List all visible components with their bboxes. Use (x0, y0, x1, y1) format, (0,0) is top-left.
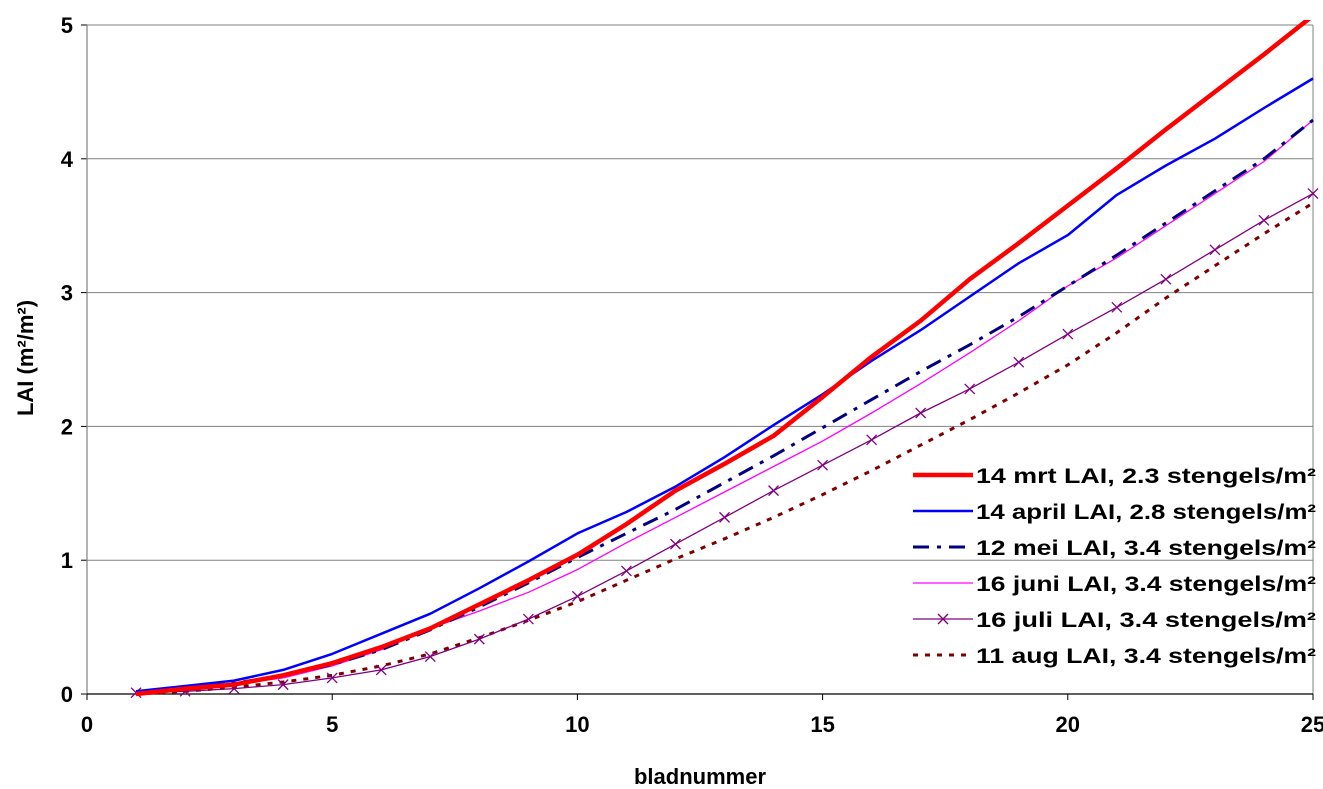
y-tick-label-5: 5 (61, 13, 73, 38)
series-4-point-20 (1111, 301, 1123, 313)
x-tick-label-1: 5 (326, 712, 338, 737)
x-tick-label-0: 0 (81, 712, 93, 737)
series-4-point-24 (1307, 188, 1319, 200)
legend-item-4: 16 juli LAI, 3.4 stengels/m² (913, 609, 1316, 632)
legend: 14 mrt LAI, 2.3 stengels/m² 14 april LAI,… (913, 465, 1316, 668)
series-4-point-4 (326, 672, 338, 684)
y-axis-ticks: 0 1 2 3 4 5 (61, 13, 87, 707)
series-4-point-18 (1013, 356, 1025, 368)
series-4-point-5 (375, 664, 387, 676)
series-4-point-8 (522, 613, 534, 625)
y-tick-label-2: 2 (61, 414, 73, 439)
series-4-point-22 (1209, 244, 1221, 256)
series-4-point-10 (620, 565, 632, 577)
legend-label-0: 14 mrt LAI, 2.3 stengels/m² (976, 465, 1316, 488)
series-line-2 (135, 118, 1314, 695)
series-4-point-13 (768, 485, 780, 497)
x-tick-label-2: 10 (565, 712, 589, 737)
x-tick-label-3: 15 (810, 712, 834, 737)
legend-label-5: 11 aug LAI, 3.4 stengels/m² (976, 645, 1316, 668)
legend-label-1: 14 april LAI, 2.8 stengels/m² (976, 501, 1316, 524)
legend-label-2: 12 mei LAI, 3.4 stengels/m² (976, 537, 1316, 560)
series-4-point-7 (473, 633, 485, 645)
series-line-0 (135, 20, 1312, 697)
series-4-point-14 (817, 459, 829, 471)
legend-item-0: 14 mrt LAI, 2.3 stengels/m² (913, 465, 1316, 488)
legend-label-4: 16 juli LAI, 3.4 stengels/m² (976, 609, 1316, 632)
plot-frame (86, 24, 1314, 695)
series-4-point-11 (670, 538, 681, 550)
y-axis-title: LAI (m²/m²) (13, 300, 38, 416)
legend-item-2: 12 mei LAI, 3.4 stengels/m² (913, 537, 1316, 560)
series-line-3 (135, 119, 1314, 695)
series-4-point-23 (1258, 214, 1270, 226)
legend-item-3: 16 juni LAI, 3.4 stengels/m² (913, 573, 1316, 596)
series-4-point-9 (571, 590, 583, 602)
legend-item-5: 11 aug LAI, 3.4 stengels/m² (913, 645, 1316, 668)
x-tick-label-4: 20 (1056, 712, 1080, 737)
series-4-point-21 (1160, 273, 1172, 285)
y-tick-label-0: 0 (61, 682, 73, 707)
x-tick-label-5: 25 (1301, 712, 1323, 737)
x-axis-title: bladnummer (634, 764, 766, 789)
y-tick-label-3: 3 (61, 281, 73, 306)
series-4-point-16 (915, 407, 927, 419)
series-4-point-19 (1062, 328, 1074, 340)
series-4-point-12 (719, 511, 730, 523)
legend-label-3: 16 juni LAI, 3.4 stengels/m² (976, 573, 1316, 596)
series-line-5 (135, 201, 1314, 696)
series-line-1 (135, 77, 1314, 693)
legend-item-1: 14 april LAI, 2.8 stengels/m² (913, 501, 1316, 524)
y-tick-label-4: 4 (61, 147, 74, 172)
series-4-point-6 (424, 651, 436, 662)
series-4-point-17 (964, 383, 976, 395)
series-4-point-3 (277, 679, 289, 691)
x-axis-ticks: 0 5 10 15 20 25 (81, 694, 1323, 737)
series-lines (130, 20, 1319, 699)
y-tick-label-1: 1 (61, 548, 73, 573)
series-4-point-15 (866, 434, 878, 446)
